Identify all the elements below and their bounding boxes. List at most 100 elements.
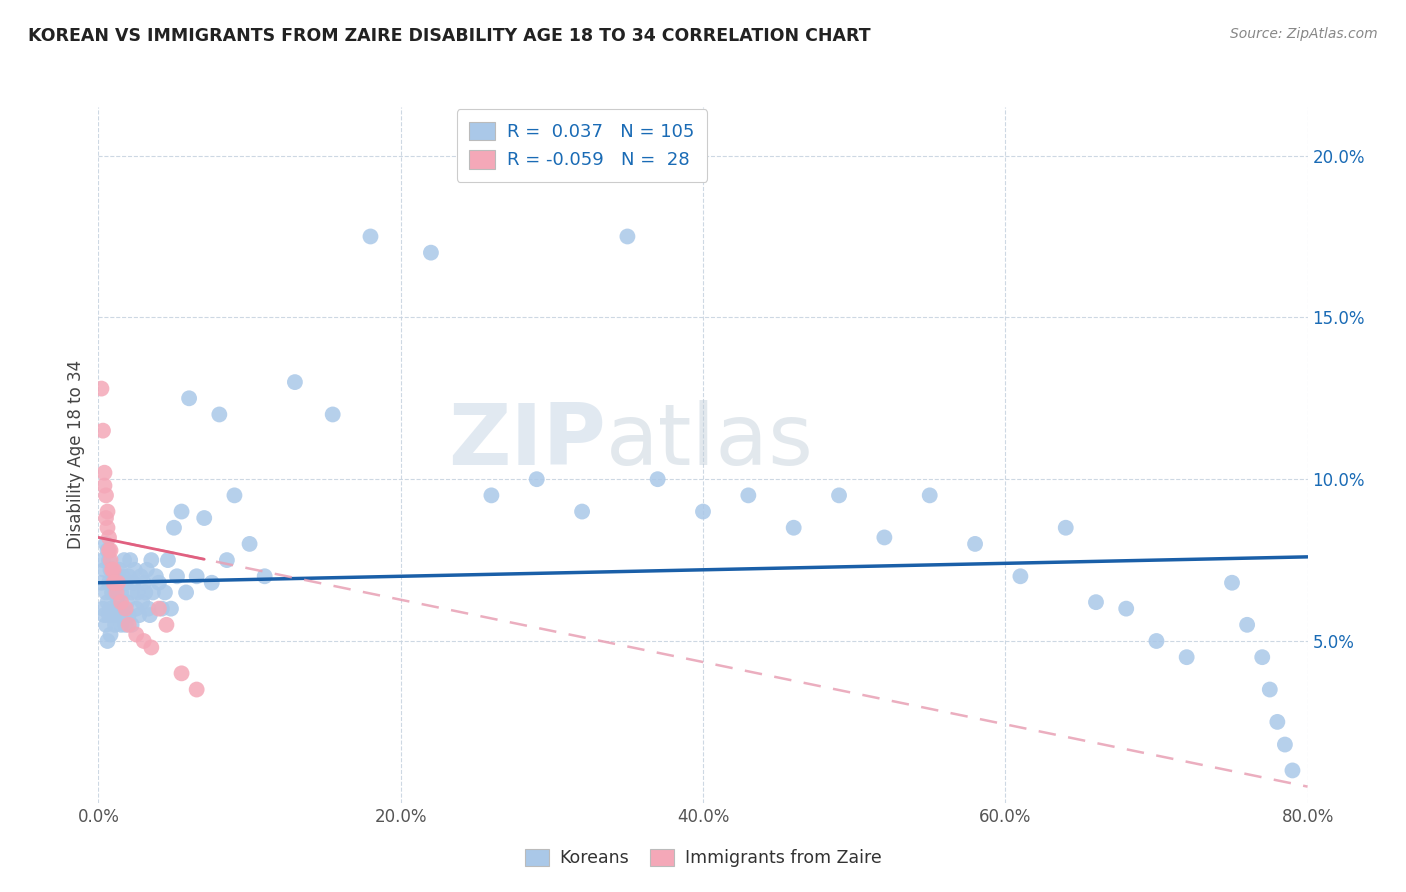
Point: [96, 543, 118, 558]
Point: [1274, 738, 1296, 752]
Point: [134, 585, 156, 599]
Point: [100, 601, 122, 615]
Point: [193, 511, 215, 525]
Point: [965, 537, 987, 551]
Point: [166, 569, 188, 583]
Point: [1281, 764, 1303, 778]
Point: [91, 424, 114, 438]
Point: [127, 585, 149, 599]
Point: [98, 543, 121, 558]
Point: [201, 575, 224, 590]
Point: [782, 521, 804, 535]
Point: [107, 575, 129, 590]
Point: [526, 472, 548, 486]
Text: KOREAN VS IMMIGRANTS FROM ZAIRE DISABILITY AGE 18 TO 34 CORRELATION CHART: KOREAN VS IMMIGRANTS FROM ZAIRE DISABILI…: [28, 27, 870, 45]
Point: [103, 608, 125, 623]
Point: [118, 617, 141, 632]
Point: [1144, 634, 1167, 648]
Point: [571, 504, 593, 518]
Point: [125, 601, 148, 615]
Point: [94, 537, 117, 551]
Point: [253, 569, 276, 583]
Point: [1054, 521, 1077, 535]
Point: [93, 608, 115, 623]
Point: [104, 585, 127, 599]
Point: [93, 478, 115, 492]
Point: [360, 229, 382, 244]
Point: [108, 563, 131, 577]
Point: [107, 575, 129, 590]
Point: [110, 585, 132, 599]
Point: [103, 563, 125, 577]
Point: [239, 537, 262, 551]
Point: [121, 617, 143, 632]
Point: [118, 608, 141, 623]
Point: [124, 563, 146, 577]
Point: [737, 488, 759, 502]
Point: [129, 569, 152, 583]
Point: [177, 392, 201, 406]
Point: [98, 553, 121, 567]
Point: [481, 488, 503, 502]
Point: [150, 601, 173, 615]
Point: [105, 585, 128, 599]
Point: [122, 575, 145, 590]
Point: [105, 569, 128, 583]
Point: [96, 504, 118, 518]
Point: [110, 595, 132, 609]
Point: [1085, 595, 1108, 609]
Point: [98, 608, 121, 623]
Y-axis label: Disability Age 18 to 34: Disability Age 18 to 34: [66, 360, 84, 549]
Point: [112, 608, 135, 623]
Point: [148, 575, 170, 590]
Point: [155, 617, 177, 632]
Point: [131, 595, 153, 609]
Point: [828, 488, 851, 502]
Point: [108, 608, 131, 623]
Point: [692, 504, 714, 518]
Point: [114, 575, 136, 590]
Point: [100, 563, 122, 577]
Point: [215, 553, 238, 567]
Point: [1236, 617, 1258, 632]
Point: [100, 627, 122, 641]
Point: [125, 627, 148, 641]
Point: [918, 488, 941, 502]
Point: [98, 575, 121, 590]
Point: [104, 617, 127, 632]
Point: [128, 608, 150, 623]
Point: [107, 595, 129, 609]
Point: [160, 601, 183, 615]
Point: [120, 553, 142, 567]
Point: [101, 575, 124, 590]
Text: Source: ZipAtlas.com: Source: ZipAtlas.com: [1230, 27, 1378, 41]
Point: [156, 553, 179, 567]
Point: [136, 601, 159, 615]
Point: [111, 601, 134, 615]
Point: [118, 569, 141, 583]
Point: [186, 569, 208, 583]
Point: [419, 245, 441, 260]
Point: [186, 682, 208, 697]
Point: [94, 511, 117, 525]
Point: [90, 382, 112, 396]
Point: [114, 601, 136, 615]
Point: [94, 585, 117, 599]
Point: [647, 472, 669, 486]
Point: [873, 531, 896, 545]
Point: [111, 569, 134, 583]
Point: [148, 601, 170, 615]
Point: [322, 408, 344, 422]
Point: [163, 521, 186, 535]
Point: [135, 563, 157, 577]
Point: [224, 488, 246, 502]
Point: [208, 408, 231, 422]
Point: [93, 466, 115, 480]
Point: [141, 640, 163, 655]
Point: [94, 617, 117, 632]
Point: [110, 617, 132, 632]
Point: [101, 585, 124, 599]
Point: [121, 585, 143, 599]
Point: [100, 553, 122, 567]
Point: [96, 521, 118, 535]
